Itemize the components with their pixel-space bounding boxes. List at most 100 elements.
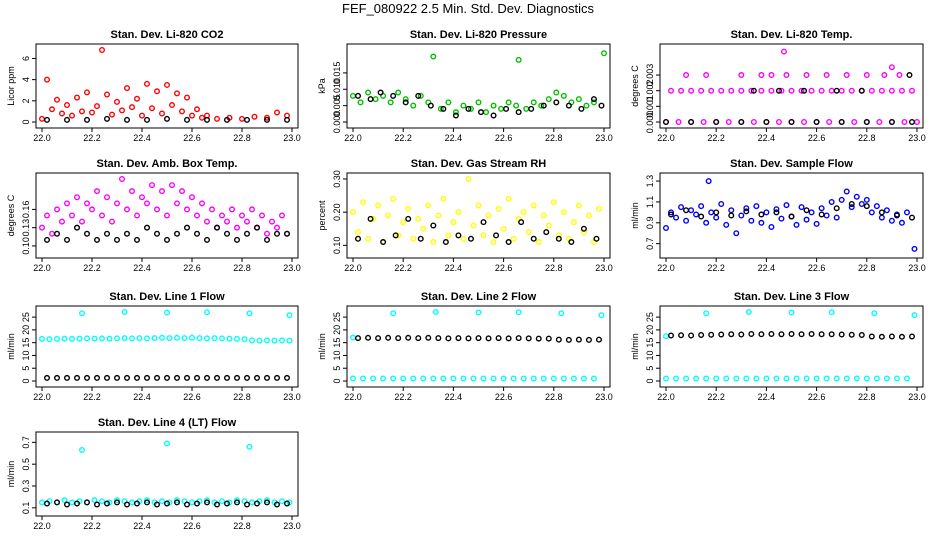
- data-point: [873, 203, 880, 210]
- x-tick-label: 22.8: [858, 133, 876, 143]
- data-point: [838, 87, 845, 94]
- data-point: [590, 96, 597, 103]
- data-point: [450, 219, 457, 226]
- y-tick-label: 6: [21, 56, 31, 61]
- data-point: [248, 206, 255, 213]
- data-point: [783, 375, 790, 382]
- data-point: [123, 206, 130, 213]
- data-point: [44, 374, 51, 381]
- data-point: [213, 501, 220, 508]
- data-point: [758, 72, 765, 79]
- data-point: [768, 223, 775, 230]
- data-point: [173, 497, 180, 504]
- x-tick-label: 22.6: [808, 263, 826, 273]
- data-point: [505, 239, 512, 246]
- data-point: [213, 224, 220, 231]
- data-point: [585, 336, 592, 343]
- data-point: [113, 374, 120, 381]
- data-point: [113, 236, 120, 243]
- x-tick-label: 22.0: [33, 133, 51, 143]
- data-point: [693, 211, 700, 218]
- x-tick-label: 23.0: [283, 263, 301, 273]
- data-point: [798, 87, 805, 94]
- y-tick-label: 0.30: [332, 170, 342, 188]
- plot-title: Stan. Dev. Amb. Box Temp.: [97, 158, 238, 170]
- data-point: [193, 500, 200, 507]
- y-tick-label: 25: [645, 312, 655, 322]
- data-point: [203, 499, 210, 506]
- data-point: [470, 375, 477, 382]
- data-point: [863, 196, 870, 203]
- data-point: [241, 336, 248, 343]
- data-point: [113, 200, 120, 207]
- data-point: [808, 330, 815, 337]
- data-point: [44, 76, 51, 83]
- data-point: [553, 89, 560, 96]
- data-point: [475, 309, 482, 316]
- x-tick-label: 22.2: [83, 263, 101, 273]
- data-point: [400, 219, 407, 226]
- data-point: [728, 331, 735, 338]
- data-point: [738, 72, 745, 79]
- data-point: [888, 118, 895, 125]
- data-point: [148, 182, 155, 189]
- data-point: [503, 105, 510, 112]
- data-point: [73, 94, 80, 101]
- data-point: [778, 87, 785, 94]
- data-point: [452, 109, 459, 116]
- data-point: [211, 335, 218, 342]
- data-point: [44, 116, 51, 123]
- data-point: [500, 225, 507, 232]
- y-tick-label: 2: [21, 98, 31, 103]
- data-point: [375, 202, 382, 209]
- x-tick-label: 22.2: [83, 521, 101, 531]
- data-point: [813, 220, 820, 227]
- data-point: [495, 335, 502, 342]
- data-point: [818, 211, 825, 218]
- data-point: [437, 105, 444, 112]
- data-point: [251, 113, 258, 120]
- data-point: [575, 96, 582, 103]
- data-point: [73, 500, 80, 507]
- data-point: [876, 118, 883, 125]
- data-point: [163, 440, 170, 447]
- data-point: [545, 335, 552, 342]
- data-point: [91, 497, 98, 504]
- data-point: [233, 499, 240, 506]
- data-point: [213, 115, 220, 122]
- data-point: [490, 112, 497, 119]
- data-point: [279, 498, 286, 505]
- data-point: [585, 212, 592, 219]
- data-point: [76, 335, 83, 342]
- data-point: [178, 188, 185, 195]
- data-point: [896, 72, 903, 79]
- x-tick-label: 22.8: [858, 263, 876, 273]
- x-tick-label: 22.6: [183, 263, 201, 273]
- data-point: [59, 110, 66, 117]
- data-point: [355, 335, 362, 342]
- plot-title: Stan. Dev. Line 1 Flow: [109, 291, 225, 303]
- data-point: [54, 230, 61, 237]
- data-point: [823, 375, 830, 382]
- data-point: [173, 499, 180, 506]
- plot-frame: [659, 43, 924, 129]
- x-tick-label: 22.6: [808, 392, 826, 402]
- data-point: [223, 116, 230, 123]
- data-point: [775, 118, 782, 125]
- data-point: [705, 178, 712, 185]
- x-tick-label: 22.2: [394, 392, 412, 402]
- data-point: [264, 337, 271, 344]
- data-point: [483, 109, 490, 116]
- data-point: [203, 374, 210, 381]
- data-point: [63, 116, 70, 123]
- data-point: [256, 337, 263, 344]
- data-point: [598, 312, 605, 319]
- x-tick-label: 22.6: [183, 392, 201, 402]
- data-point: [168, 102, 175, 109]
- y-axis-label: ml/min: [630, 333, 640, 360]
- data-point: [903, 209, 910, 216]
- data-point: [223, 230, 230, 237]
- data-point: [228, 206, 235, 213]
- data-point: [143, 374, 150, 381]
- data-point: [54, 374, 61, 381]
